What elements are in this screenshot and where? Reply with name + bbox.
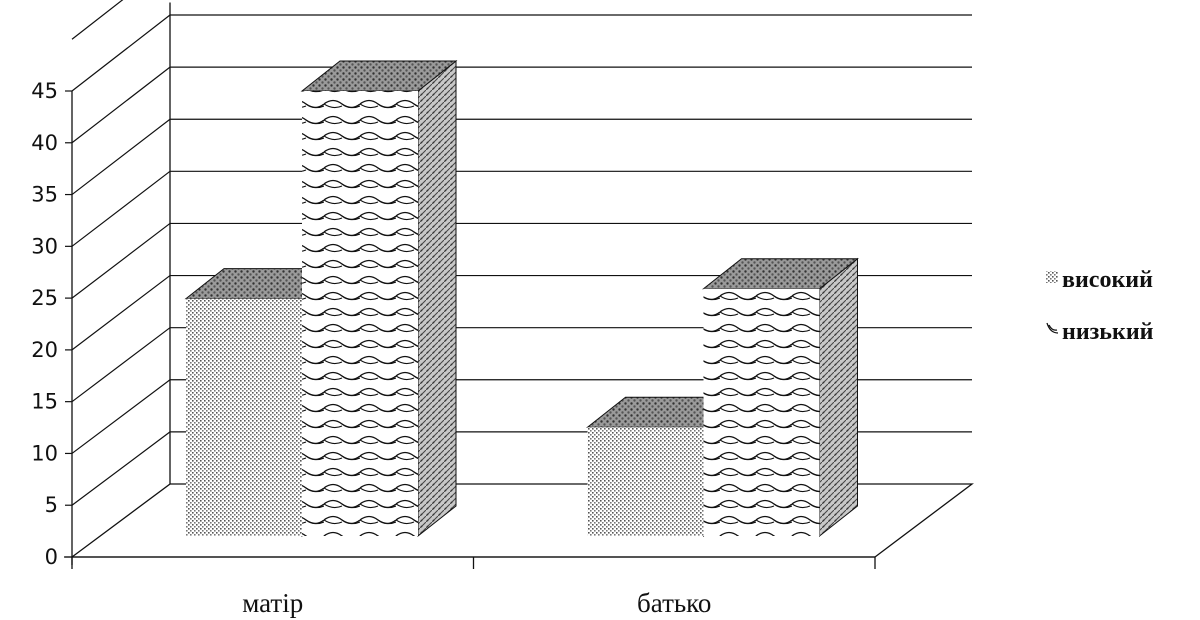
bar-front-face xyxy=(703,288,820,536)
gridline xyxy=(71,274,972,351)
gridline xyxy=(71,170,972,247)
bar-side-face xyxy=(417,59,457,538)
side-wall xyxy=(71,2,171,558)
bar xyxy=(702,257,859,538)
bar xyxy=(300,59,458,538)
bar-front-face xyxy=(186,298,302,536)
gridline xyxy=(71,14,972,92)
bars xyxy=(184,59,859,538)
category-labels: матір батько xyxy=(242,588,711,618)
legend-label: високий xyxy=(1062,267,1153,293)
gridline xyxy=(71,118,972,196)
category-label: матір xyxy=(242,588,303,618)
legend-dots-swatch xyxy=(1046,271,1058,283)
y-tick-label: 45 xyxy=(31,79,58,103)
y-tick-label: 30 xyxy=(31,234,58,258)
gridline xyxy=(71,66,972,144)
category-label: батько xyxy=(637,588,711,618)
bar-side-face xyxy=(819,257,858,538)
y-axis-ticks: 0 5 10 15 20 25 30 35 40 45 xyxy=(31,79,72,569)
legend-label: низький xyxy=(1062,319,1154,345)
axes xyxy=(64,91,876,569)
gridline xyxy=(71,222,972,299)
y-tick-label: 15 xyxy=(31,390,58,414)
y-tick-label: 0 xyxy=(45,545,58,569)
legend-item: високий xyxy=(1046,267,1153,293)
y-tick-label: 40 xyxy=(31,131,58,155)
legend-wave-swatch xyxy=(1046,322,1059,334)
y-tick-label: 10 xyxy=(31,441,58,465)
legend-item: низький xyxy=(1046,319,1154,345)
legend: високий низький xyxy=(1046,267,1154,345)
y-tick-label: 35 xyxy=(31,183,58,207)
y-tick-label: 5 xyxy=(45,493,58,517)
y-tick-label: 20 xyxy=(31,338,58,362)
y-tick-label: 25 xyxy=(31,286,58,310)
gridline xyxy=(71,0,124,40)
bar-front-face xyxy=(302,91,418,536)
gridlines xyxy=(71,0,972,506)
bar-front-face xyxy=(587,427,704,536)
